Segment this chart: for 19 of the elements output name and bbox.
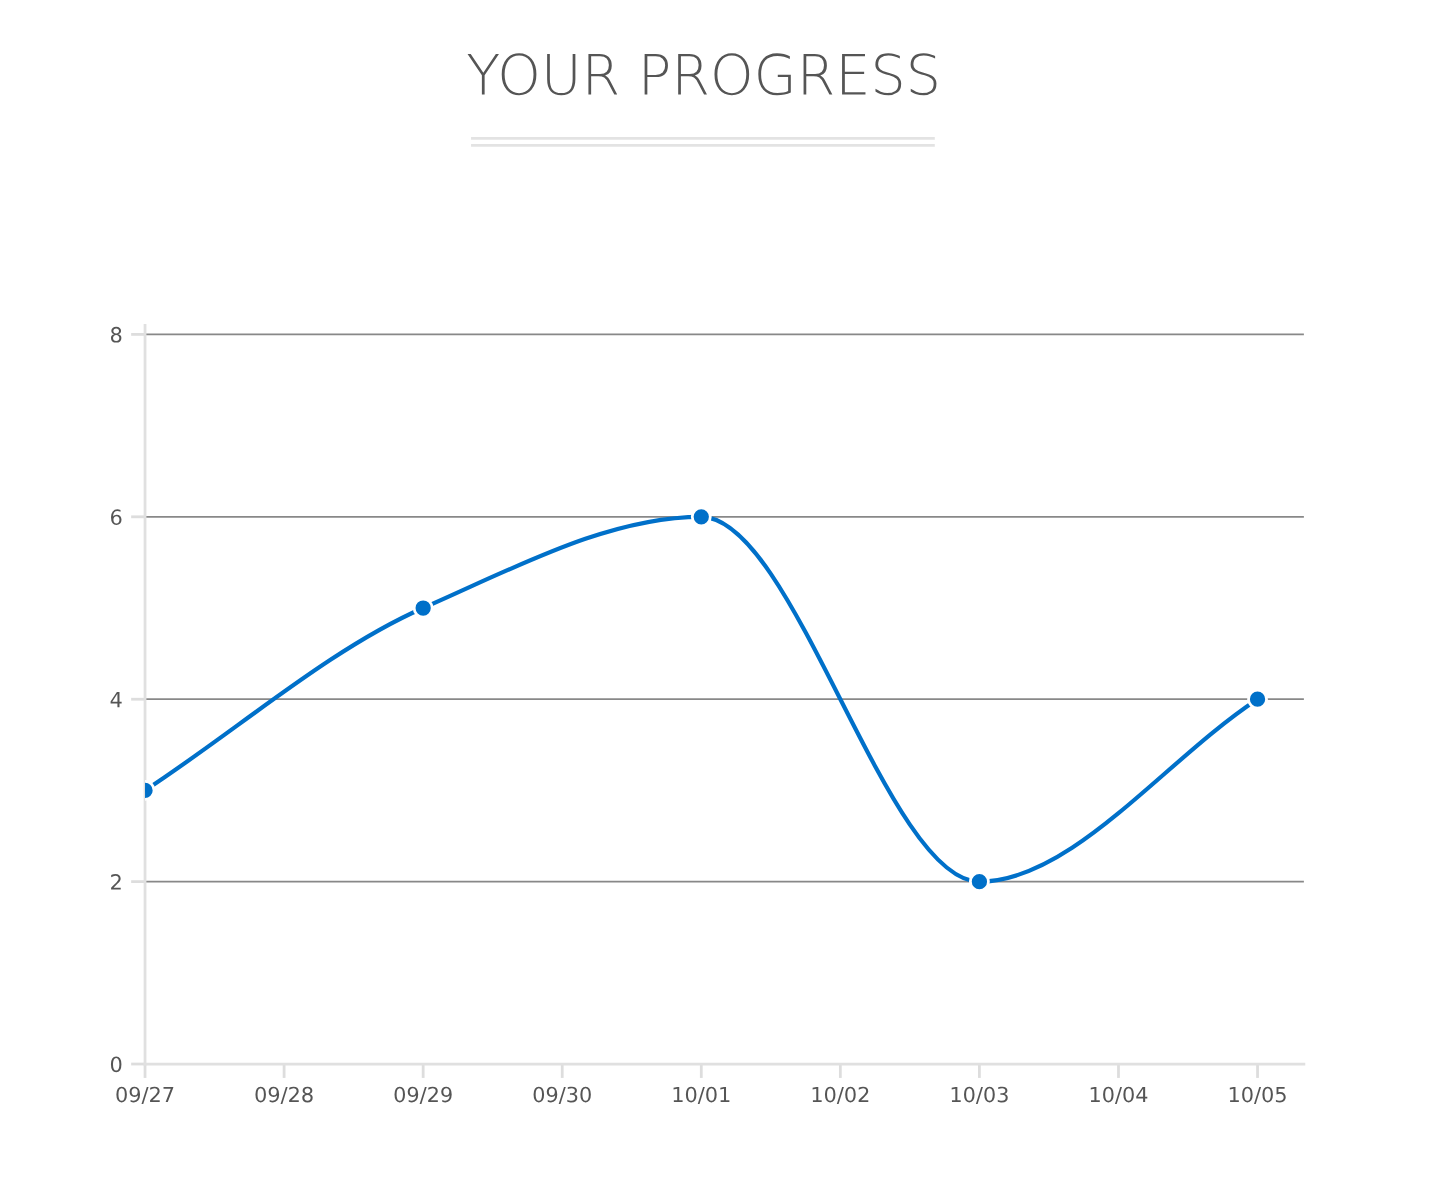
y-tick-label: 0 (110, 1056, 122, 1073)
point (412, 597, 434, 619)
x-tick-label: 10/02 (812, 1086, 869, 1105)
x-tick-label: 09/29 (394, 1086, 452, 1105)
y-tick-label: 4 (110, 691, 122, 708)
x-tick-label: 09/28 (255, 1086, 313, 1105)
y-tick-label: 6 (111, 509, 122, 526)
x-tick-label: 09/27 (116, 1086, 174, 1105)
x-tick-label: 10/03 (951, 1086, 1008, 1105)
x-tick-label: 10/05 (1229, 1086, 1286, 1105)
y-tick-label: 2 (111, 874, 121, 890)
chart-title: YOUR PROGRESS (467, 53, 937, 96)
y-tick-label: 8 (110, 326, 122, 343)
point (1247, 688, 1268, 710)
point (690, 506, 712, 528)
x-tick-label: 10/04 (1090, 1086, 1148, 1105)
point (968, 871, 990, 893)
x-tick-label: 09/30 (533, 1086, 591, 1105)
x-tick-label: 10/01 (673, 1086, 730, 1105)
